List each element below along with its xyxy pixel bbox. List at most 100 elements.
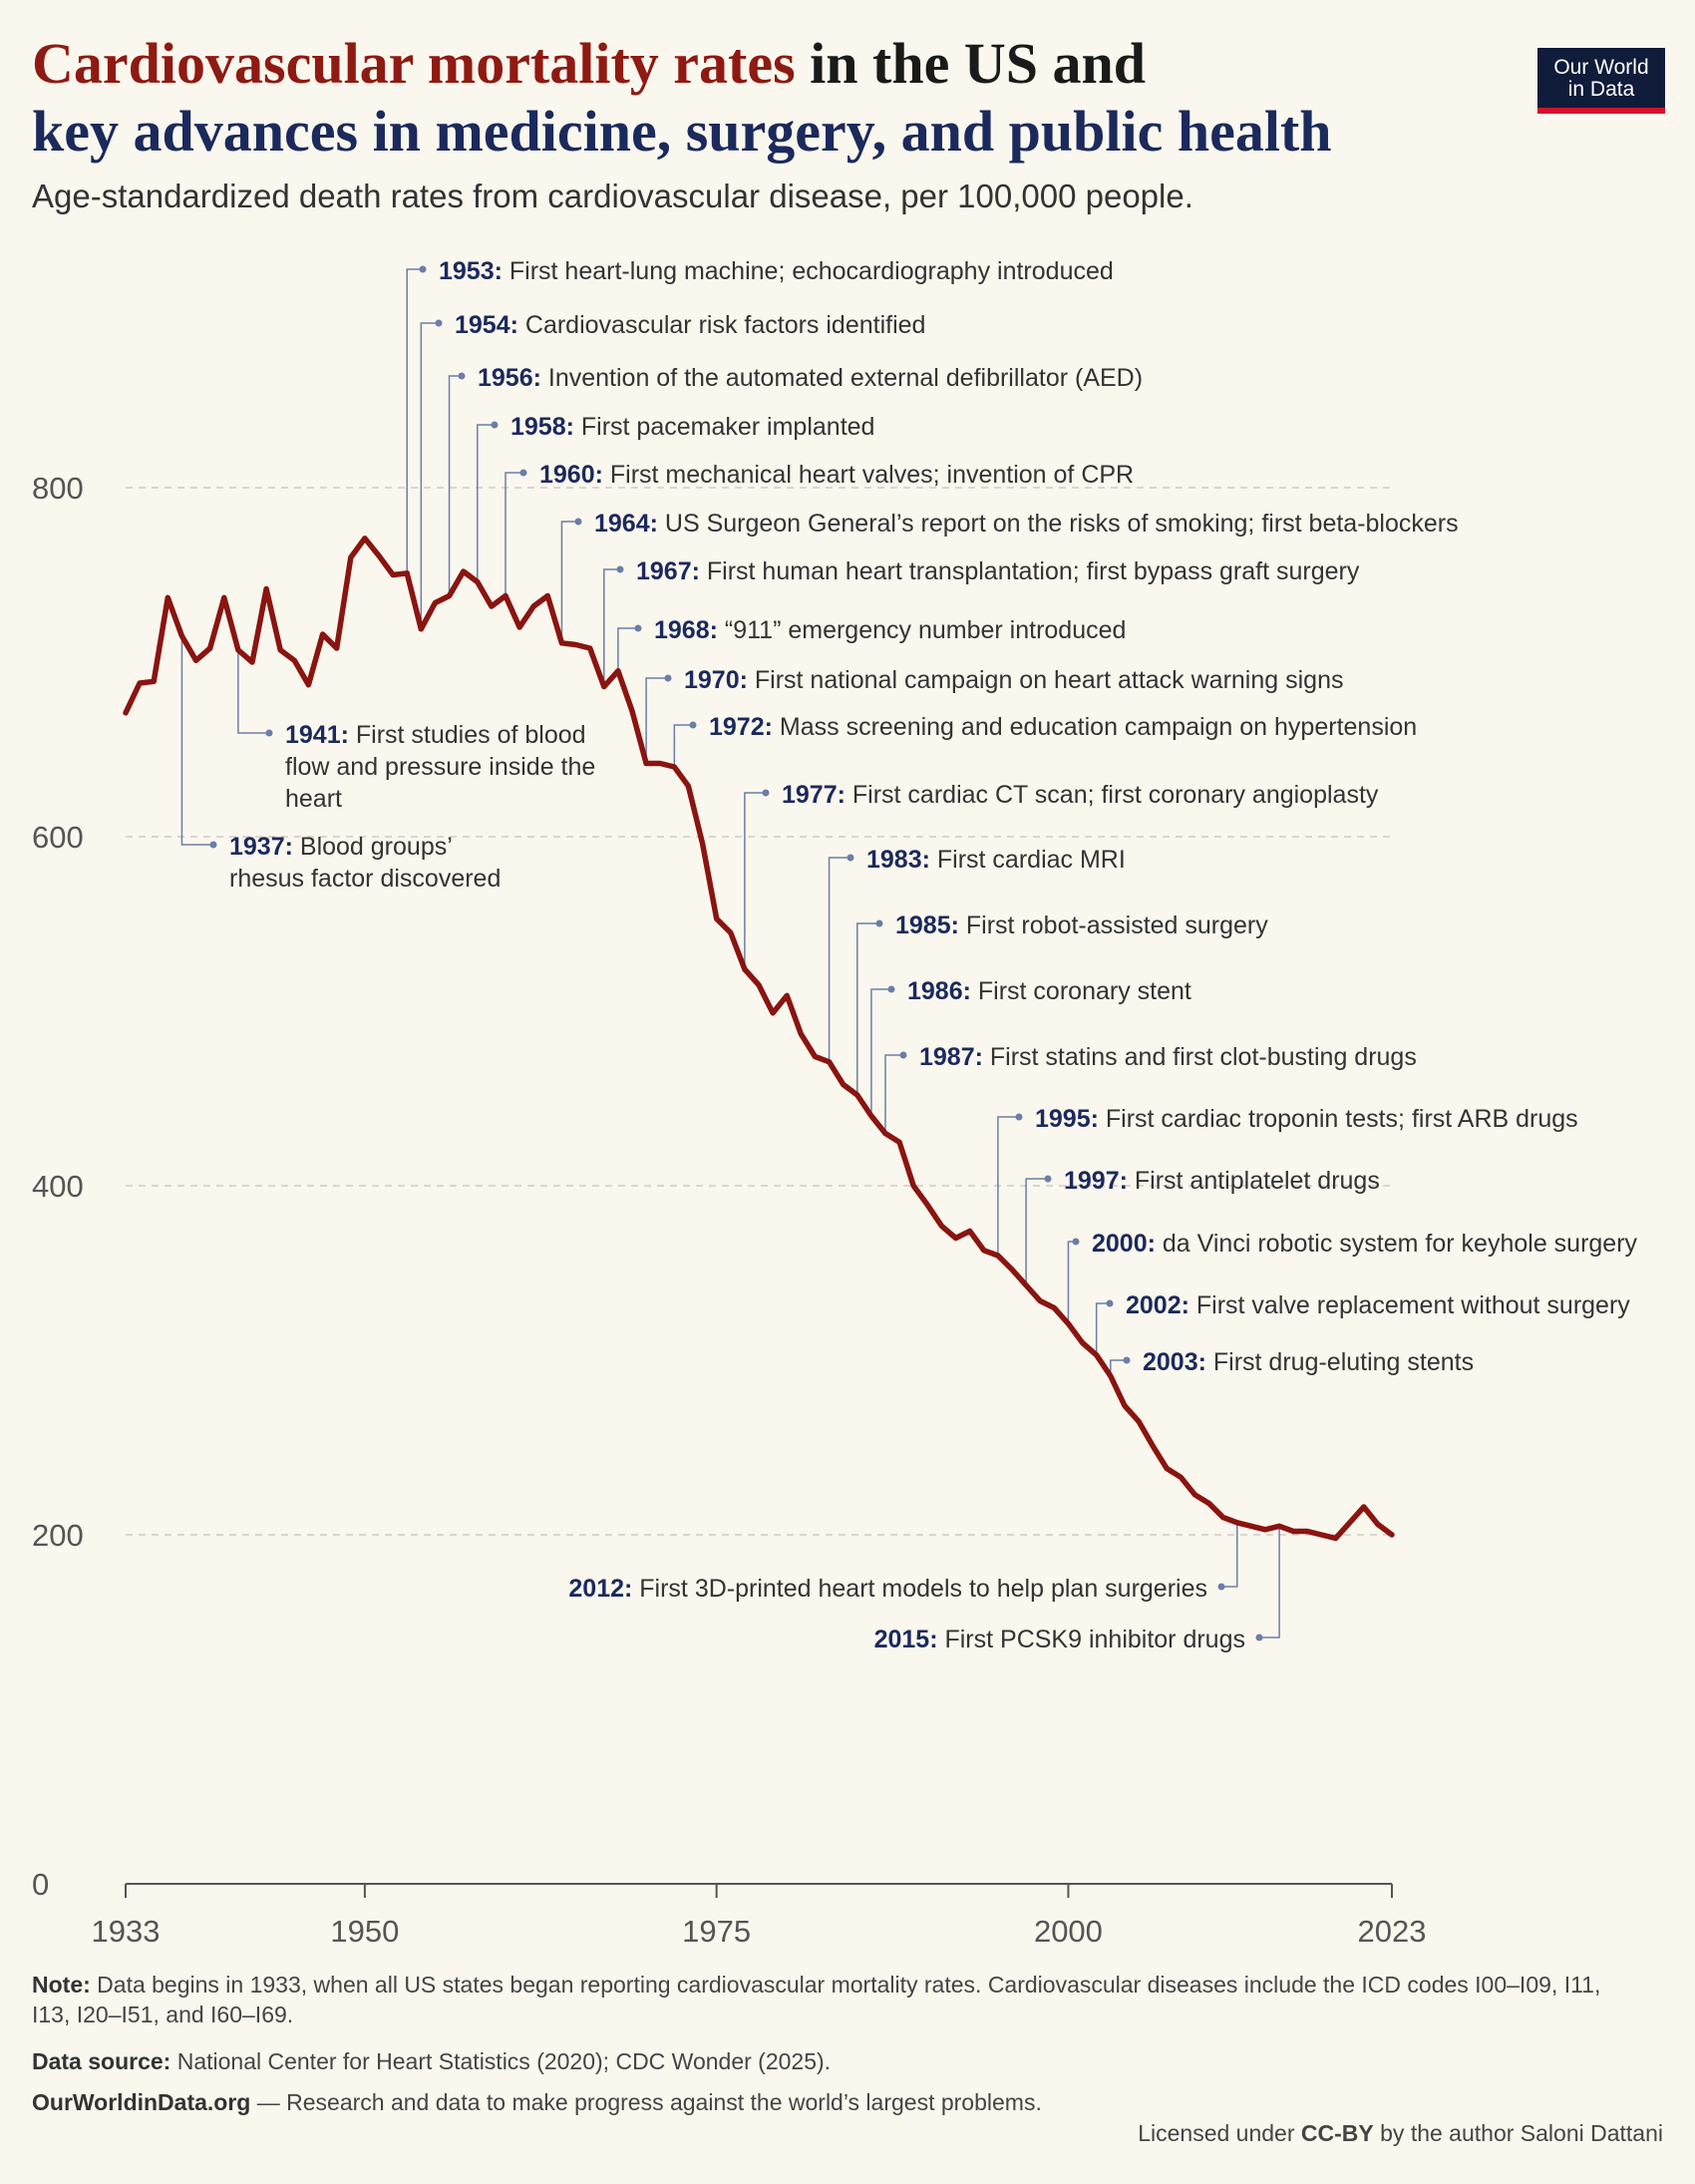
annotation-connector [673, 724, 693, 767]
annotation-text: 1954: Cardiovascular risk factors identi… [455, 311, 925, 339]
annotation-dot [1072, 1238, 1080, 1246]
annotation-dot [574, 518, 582, 526]
annotation-text: 1983: First cardiac MRI [866, 846, 1126, 874]
chart-title: Cardiovascular mortality rates in the US… [32, 30, 1498, 166]
annotation-dot [209, 841, 217, 849]
y-tick-label: 200 [32, 1518, 84, 1553]
annotation-connector [448, 375, 462, 596]
annotation-dot [847, 854, 854, 862]
annotation-connector [1095, 1302, 1110, 1355]
annotation-dot [616, 565, 624, 573]
annotation-dot [1123, 1356, 1131, 1364]
annotation-dot [491, 421, 499, 429]
line-chart: 0 200 400 600 800 1933 1950 1975 2000 2023 1937: B… [32, 257, 1638, 1949]
annotation-text-continued: flow and pressure inside the [285, 753, 595, 781]
y-tick-label: 600 [32, 820, 84, 855]
annotation-connector [420, 322, 439, 629]
x-tick-label: 1950 [330, 1914, 399, 1949]
annotation-text: 2015: First PCSK9 inhibitor drugs [874, 1626, 1245, 1653]
license-post: by the author Saloni Dattani [1373, 2120, 1663, 2146]
annotation-text: 1995: First cardiac troponin tests; firs… [1035, 1105, 1578, 1133]
annotation-text: 1937: Blood groups’ [229, 833, 453, 861]
license-pre: Licensed under [1138, 2120, 1301, 2146]
annotation-connector [617, 627, 638, 671]
annotation-dot [887, 985, 895, 993]
y-tick-label: 800 [32, 471, 84, 506]
annotation-dot [1106, 1299, 1114, 1307]
annotation-connector [180, 635, 213, 846]
annotation-connector [560, 521, 578, 643]
annotation-dot [689, 721, 697, 729]
annotation-connector [237, 649, 269, 734]
annotation-connector [1221, 1522, 1238, 1588]
owid-tagline: — Research and data to make progress aga… [250, 2089, 1042, 2115]
annotation-text: 1970: First national campaign on heart a… [684, 666, 1343, 694]
annotation-connector [884, 1054, 903, 1134]
annotation-text: 1960: First mechanical heart valves; inv… [539, 461, 1134, 489]
y-tick-label: 400 [32, 1169, 84, 1204]
annotation-dot [899, 1051, 907, 1059]
title-second-line: key advances in medicine, surgery, and p… [32, 99, 1332, 164]
annotation-text: 1997: First antiplatelet drugs [1064, 1167, 1380, 1195]
annotation-connector [477, 424, 495, 582]
annotation-text: 1977: First cardiac CT scan; first coron… [782, 781, 1379, 809]
annotation-dot [265, 729, 273, 737]
license-link[interactable]: CC-BY [1300, 2120, 1374, 2146]
annotation-dot [1217, 1583, 1225, 1591]
annotation-text: 1953: First heart-lung machine; echocard… [439, 257, 1114, 285]
chart-subtitle: Age-standardized death rates from cardio… [32, 178, 1193, 214]
annotation-connector [645, 677, 668, 764]
annotation-dot [1255, 1634, 1263, 1641]
annotation-text: 1941: First studies of blood [285, 721, 586, 749]
annotation-text-continued: rhesus factor discovered [229, 865, 501, 893]
annotation-connector [1067, 1241, 1076, 1324]
annotation-text: 1958: First pacemaker implanted [510, 413, 874, 441]
annotation-connector [1110, 1359, 1127, 1376]
x-tick-label: 2023 [1358, 1914, 1427, 1949]
title-highlight: Cardiovascular mortality rates [32, 31, 796, 96]
logo-line-1: Our World [1553, 56, 1649, 79]
owid-logo[interactable]: Our World in Data [1537, 48, 1665, 114]
x-tick-label: 2000 [1034, 1914, 1103, 1949]
note-text: Data begins in 1933, when all US states … [32, 1972, 1601, 2027]
annotation-connector [1259, 1526, 1280, 1638]
annotation-text: 1967: First human heart transplantation;… [636, 557, 1360, 585]
annotation-dot [634, 624, 642, 632]
owid-link[interactable]: OurWorldinData.org [32, 2089, 251, 2115]
annotation-text: 1968: “911” emergency number introduced [654, 616, 1126, 644]
x-tick-label: 1975 [682, 1914, 751, 1949]
annotation-text-continued: heart [285, 785, 342, 813]
annotation-connector [870, 988, 891, 1116]
annotation-connector [505, 472, 523, 596]
logo-line-2: in Data [1567, 78, 1635, 101]
annotation-text: 2003: First drug-eluting stents [1143, 1348, 1474, 1376]
annotation-connector [603, 568, 620, 687]
annotation-text: 1987: First statins and first clot-busti… [919, 1043, 1417, 1071]
footer-note: Note: Data begins in 1933, when all US s… [32, 1970, 1627, 2029]
annotation-dot [419, 265, 427, 273]
annotation-connector [828, 857, 850, 1062]
annotation-dot [519, 469, 527, 477]
annotation-text: 1986: First coronary stent [907, 977, 1191, 1005]
footer-source: Data source: National Center for Heart S… [32, 2046, 831, 2076]
annotation-dot [1015, 1113, 1023, 1121]
annotation-dot [664, 674, 672, 682]
annotation-dot [435, 319, 443, 327]
series-line-cardiovascular-mortality [123, 536, 1395, 1542]
annotation-text: 2000: da Vinci robotic system for keyhol… [1092, 1230, 1638, 1258]
note-label: Note: [32, 1972, 91, 1998]
source-label: Data source: [32, 2048, 171, 2074]
annotation-text: 2012: First 3D-printed heart models to h… [568, 1575, 1207, 1603]
title-continuation: in the US and [795, 31, 1147, 96]
footer-owid: OurWorldinData.org — Research and data t… [32, 2087, 1089, 2117]
annotation-text: 1964: US Surgeon General’s report on the… [594, 510, 1459, 538]
annotation-connector [406, 268, 423, 573]
annotation-connector [1025, 1178, 1048, 1285]
annotation-dot [458, 372, 466, 380]
annotation-connector [744, 792, 766, 969]
y-tick-label: 0 [32, 1867, 49, 1902]
annotation-text: 1985: First robot-assisted surgery [895, 911, 1268, 939]
annotation-dot [1044, 1175, 1052, 1183]
annotation-connector [856, 922, 879, 1095]
annotation-connector [997, 1116, 1019, 1256]
